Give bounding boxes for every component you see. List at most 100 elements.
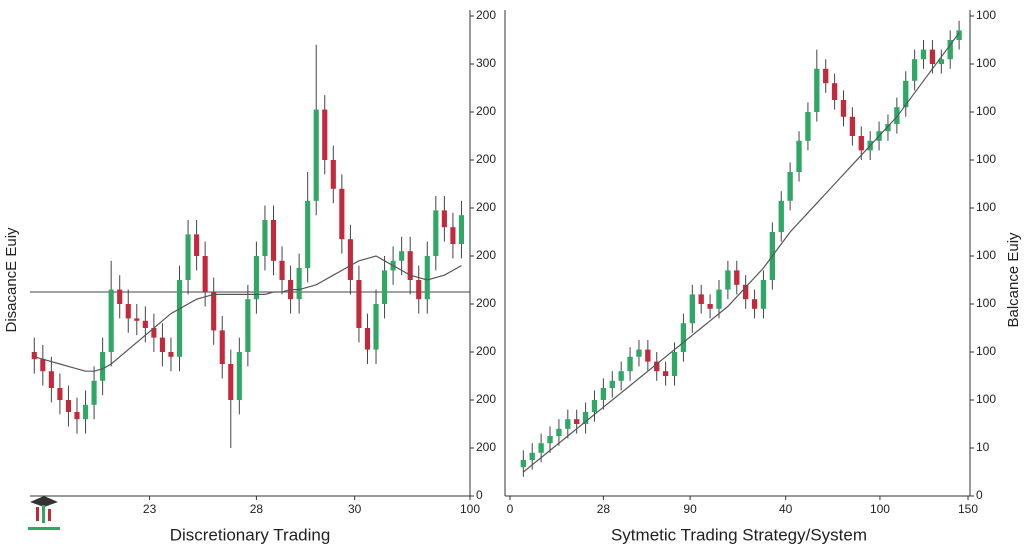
x-tick-label: 0: [507, 502, 514, 516]
candle-body: [831, 83, 838, 100]
chart-title: Sytmetic Trading Strategy/System: [611, 525, 867, 544]
candle-body: [778, 200, 784, 232]
y-tick-label: 200: [476, 104, 496, 118]
candle-body: [296, 268, 302, 300]
candle-body: [743, 284, 749, 300]
candle-body: [82, 404, 89, 420]
candle-body: [929, 49, 936, 64]
candle-body: [176, 280, 183, 357]
moving-average-line: [522, 32, 960, 473]
x-tick-label: 100: [460, 502, 480, 516]
candle-body: [305, 200, 311, 268]
candle-body: [279, 260, 285, 280]
candle-body: [194, 234, 200, 256]
candle-body: [840, 100, 847, 117]
candle-body: [920, 49, 927, 60]
candle-body: [849, 116, 856, 136]
candle-body: [364, 328, 371, 350]
candle-body: [520, 460, 527, 468]
candle-body: [40, 359, 46, 372]
candle-body: [689, 294, 695, 324]
candle-body: [228, 364, 234, 400]
candle-body: [654, 361, 660, 372]
logo: [28, 496, 60, 530]
candle-body: [582, 412, 589, 424]
candle-body: [805, 112, 811, 141]
candle-body: [760, 280, 767, 309]
candle-body: [125, 304, 131, 319]
candle-body: [219, 330, 225, 364]
candle-body: [734, 270, 740, 285]
candle-body: [31, 352, 37, 360]
y-tick-label: 100: [976, 392, 996, 406]
candle-body: [262, 220, 268, 256]
x-tick-label: 100: [870, 502, 890, 516]
candle-body: [382, 270, 388, 304]
candle-body: [885, 124, 891, 132]
y-tick-label: 100: [976, 248, 996, 262]
x-tick-label: 40: [779, 502, 793, 516]
candle-body: [903, 80, 909, 108]
y-tick-label: 200: [476, 296, 496, 310]
candle-body: [245, 299, 251, 352]
candle-body: [159, 337, 165, 352]
y-tick-label: 300: [476, 56, 496, 70]
candle-body: [236, 352, 242, 400]
candle-body: [947, 40, 953, 60]
candle-body: [814, 68, 820, 112]
candle-body: [716, 289, 722, 309]
candle-body: [911, 59, 918, 81]
candle-body: [591, 400, 598, 412]
candle-body: [416, 280, 422, 300]
x-tick-label: 90: [683, 502, 697, 516]
y-tick-label: 100: [976, 200, 996, 214]
candle-body: [458, 215, 465, 244]
candle-body: [609, 380, 615, 388]
y-tick-label: 200: [476, 440, 496, 454]
candle-body: [529, 452, 535, 460]
candle-body: [168, 352, 174, 357]
candle-body: [796, 140, 802, 172]
candle-body: [211, 292, 217, 331]
candle-body: [538, 443, 544, 453]
y-axis-label: Balcance Euiy: [1005, 232, 1022, 328]
candle-body: [57, 388, 63, 400]
candle-body: [142, 320, 148, 328]
x-tick-label: 28: [250, 502, 264, 516]
candle-body: [117, 289, 123, 304]
candle-body: [330, 160, 336, 189]
candle-body: [645, 349, 651, 362]
y-tick-label: 100: [976, 152, 996, 166]
candle-body: [662, 371, 669, 376]
candle-body: [671, 352, 678, 376]
candle-body: [938, 59, 944, 64]
candle-body: [787, 172, 793, 201]
y-tick-label: 200: [476, 392, 496, 406]
y-tick-label: 100: [976, 296, 996, 310]
candle-body: [347, 239, 353, 280]
y-tick-label: 10: [976, 440, 990, 454]
moving-average-line: [34, 255, 462, 372]
candle-body: [424, 256, 430, 300]
candle-body: [698, 294, 704, 304]
candle-body: [65, 400, 72, 412]
candle-body: [618, 371, 624, 381]
y-tick-label: 200: [476, 152, 496, 166]
candle-body: [894, 107, 900, 124]
y-tick-label: 200: [476, 200, 496, 214]
y-tick-label: 0: [976, 488, 983, 502]
candle-body: [134, 318, 140, 321]
candle-body: [270, 220, 277, 261]
candle-body: [556, 428, 562, 436]
y-tick-label: 100: [976, 8, 996, 22]
candle-body: [627, 356, 633, 372]
x-tick-label: 150: [958, 502, 978, 516]
candle-body: [450, 227, 456, 244]
candle-body: [956, 30, 962, 40]
candle-body: [858, 136, 864, 151]
candle-body: [373, 304, 379, 350]
candle-body: [565, 419, 571, 429]
y-tick-label: 200: [476, 344, 496, 358]
